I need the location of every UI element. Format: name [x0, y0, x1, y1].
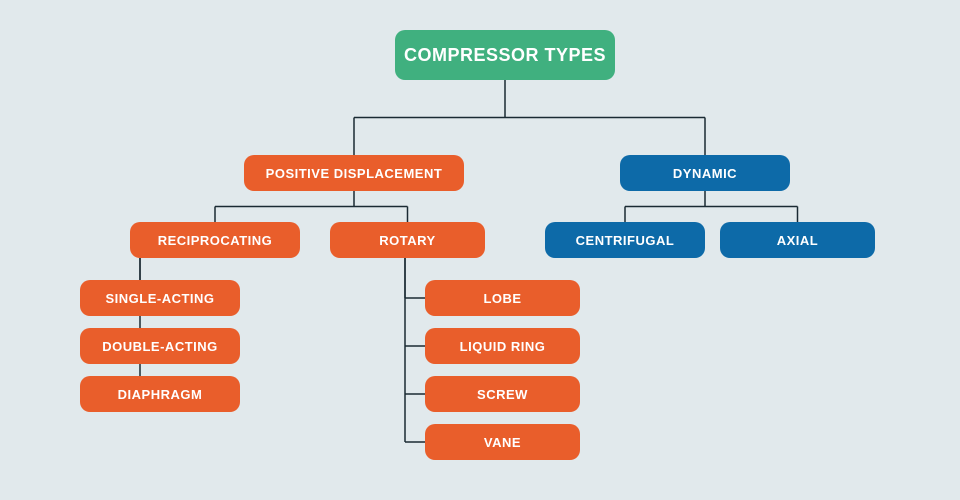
node-root: COMPRESSOR TYPES	[395, 30, 615, 80]
node-dynamic: DYNAMIC	[620, 155, 790, 191]
node-screw: SCREW	[425, 376, 580, 412]
node-posdisp: POSITIVE DISPLACEMENT	[244, 155, 464, 191]
node-single: SINGLE-ACTING	[80, 280, 240, 316]
node-vane: VANE	[425, 424, 580, 460]
node-diaphragm: DIAPHRAGM	[80, 376, 240, 412]
node-axial: AXIAL	[720, 222, 875, 258]
node-centrifugal: CENTRIFUGAL	[545, 222, 705, 258]
node-lobe: LOBE	[425, 280, 580, 316]
node-recip: RECIPROCATING	[130, 222, 300, 258]
node-rotary: ROTARY	[330, 222, 485, 258]
node-liquidring: LIQUID RING	[425, 328, 580, 364]
node-double: DOUBLE-ACTING	[80, 328, 240, 364]
